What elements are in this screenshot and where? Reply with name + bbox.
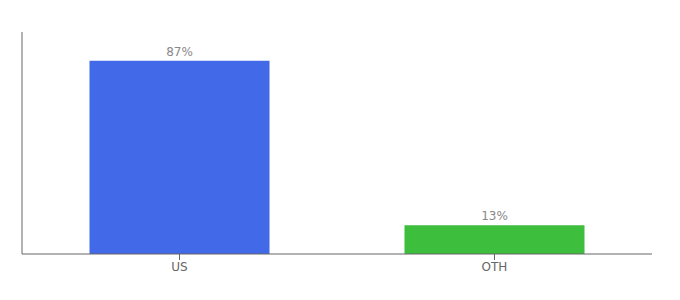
svg-text:OTH: OTH	[482, 260, 508, 274]
svg-text:87%: 87%	[166, 45, 193, 59]
svg-text:13%: 13%	[481, 209, 508, 223]
svg-text:US: US	[171, 260, 187, 274]
